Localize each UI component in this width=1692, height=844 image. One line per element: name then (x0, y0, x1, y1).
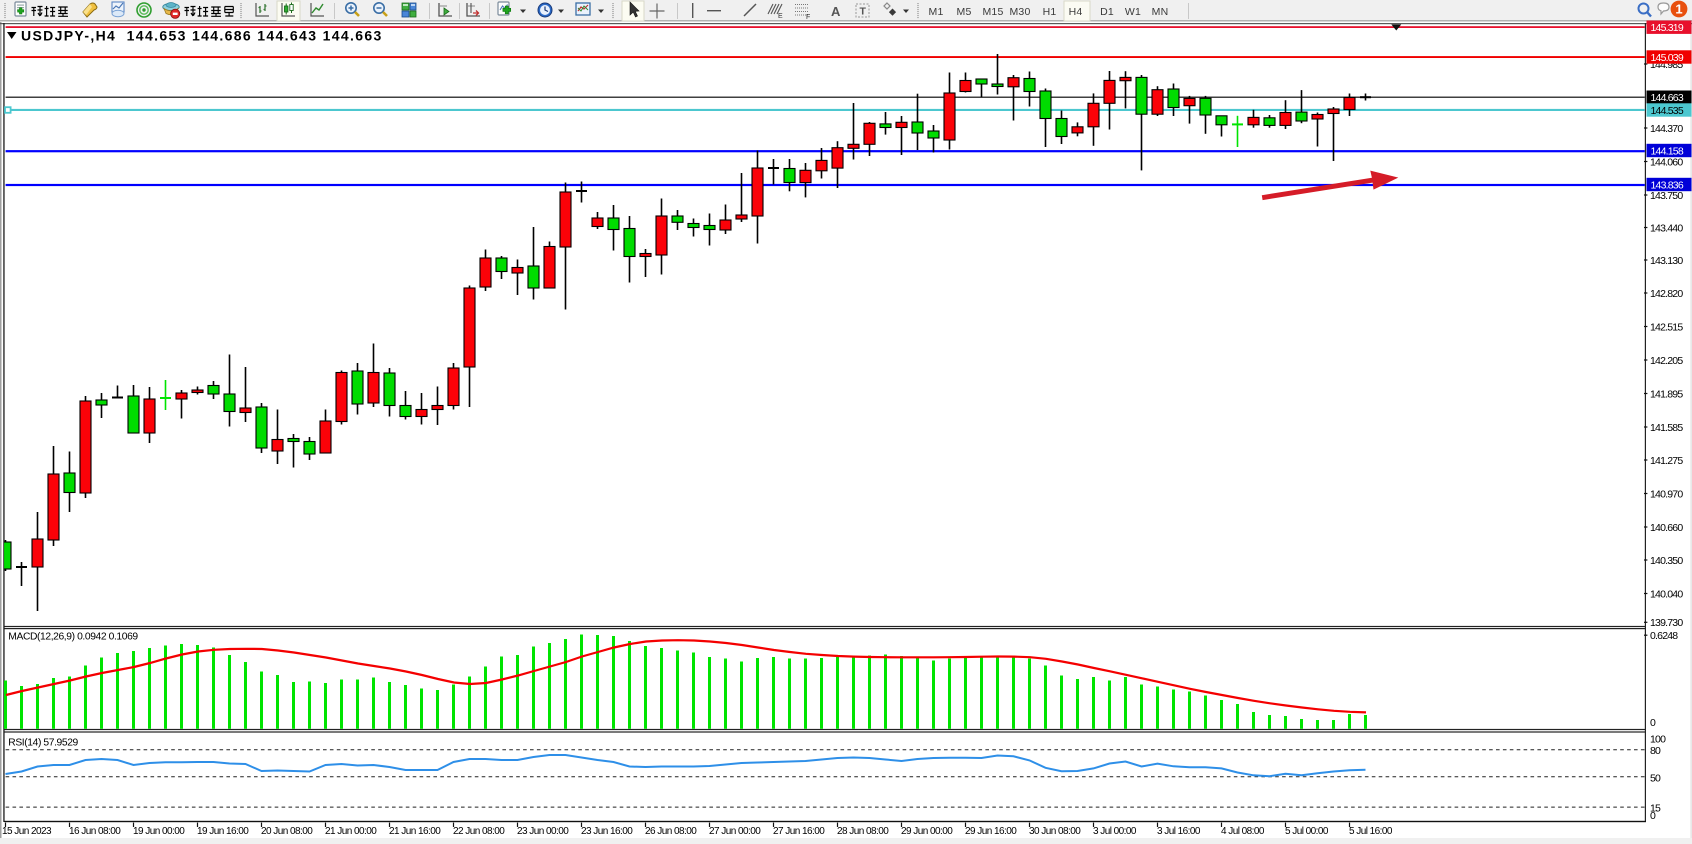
svg-text:100: 100 (1650, 734, 1666, 746)
svg-text:T: T (860, 6, 867, 18)
svg-text:144.663: 144.663 (1651, 92, 1684, 104)
svg-text:M30: M30 (1009, 6, 1030, 18)
svg-text:28 Jun 08:00: 28 Jun 08:00 (837, 826, 889, 837)
svg-text:19 Jun 16:00: 19 Jun 16:00 (197, 826, 249, 837)
svg-text:20 Jun 08:00: 20 Jun 08:00 (261, 826, 313, 837)
svg-text:1: 1 (1675, 2, 1682, 17)
svg-text:145.039: 145.039 (1651, 52, 1684, 64)
svg-text:4 Jul 08:00: 4 Jul 08:00 (1221, 826, 1265, 837)
svg-text:143.440: 143.440 (1650, 222, 1683, 234)
svg-text:27 Jun 16:00: 27 Jun 16:00 (773, 826, 825, 837)
svg-text:22 Jun 08:00: 22 Jun 08:00 (453, 826, 505, 837)
svg-text:E: E (778, 13, 783, 20)
svg-text:5 Jul 00:00: 5 Jul 00:00 (1285, 826, 1329, 837)
svg-text:29 Jun 00:00: 29 Jun 00:00 (901, 826, 953, 837)
svg-text:0: 0 (1650, 810, 1656, 822)
svg-text:141.585: 141.585 (1650, 422, 1683, 434)
svg-text:MACD(12,26,9) 0.0942 0.1069: MACD(12,26,9) 0.0942 0.1069 (8, 632, 138, 643)
svg-text:M1: M1 (929, 6, 944, 18)
svg-text:M5: M5 (957, 6, 972, 18)
svg-text:142.205: 142.205 (1650, 355, 1683, 367)
svg-text:23 Jun 00:00: 23 Jun 00:00 (517, 826, 569, 837)
svg-text:19 Jun 00:00: 19 Jun 00:00 (133, 826, 185, 837)
svg-text:141.895: 141.895 (1650, 388, 1683, 400)
svg-text:21 Jun 00:00: 21 Jun 00:00 (325, 826, 377, 837)
svg-text:139.730: 139.730 (1650, 617, 1683, 629)
svg-text:0.6248: 0.6248 (1650, 630, 1678, 642)
svg-text:15: 15 (1650, 802, 1661, 814)
svg-text:144.158: 144.158 (1651, 145, 1684, 157)
svg-text:M15: M15 (982, 6, 1003, 18)
svg-text:30 Jun 08:00: 30 Jun 08:00 (1029, 826, 1081, 837)
svg-text:140.660: 140.660 (1650, 522, 1683, 534)
svg-text:142.820: 142.820 (1650, 288, 1683, 300)
svg-text:RSI(14) 57.9529: RSI(14) 57.9529 (8, 738, 78, 749)
svg-text:H1: H1 (1043, 6, 1057, 18)
svg-text:143.836: 143.836 (1651, 179, 1684, 191)
svg-text:3 Jul 16:00: 3 Jul 16:00 (1157, 826, 1201, 837)
svg-text:H4: H4 (1069, 6, 1083, 18)
svg-text:W1: W1 (1125, 6, 1141, 18)
svg-text:29 Jun 16:00: 29 Jun 16:00 (965, 826, 1017, 837)
svg-text:USDJPY-,H4 144.653 144.686 14: USDJPY-,H4 144.653 144.686 144.643 144.6… (21, 28, 383, 44)
svg-text:143.750: 143.750 (1650, 190, 1683, 202)
svg-text:0: 0 (1650, 717, 1656, 729)
svg-text:3 Jul 00:00: 3 Jul 00:00 (1093, 826, 1137, 837)
svg-text:5 Jul 16:00: 5 Jul 16:00 (1349, 826, 1393, 837)
svg-text:16 Jun 08:00: 16 Jun 08:00 (69, 826, 121, 837)
svg-text:15 Jun 2023: 15 Jun 2023 (2, 826, 52, 837)
svg-text:F: F (806, 14, 810, 21)
svg-text:142.515: 142.515 (1650, 321, 1683, 333)
svg-text:26 Jun 08:00: 26 Jun 08:00 (645, 826, 697, 837)
svg-text:50: 50 (1650, 772, 1661, 784)
svg-text:D1: D1 (1100, 6, 1114, 18)
svg-text:144.060: 144.060 (1650, 156, 1683, 168)
svg-text:21 Jun 16:00: 21 Jun 16:00 (389, 826, 441, 837)
svg-text:141.275: 141.275 (1650, 455, 1683, 467)
svg-text:143.130: 143.130 (1650, 255, 1683, 267)
svg-text:140.040: 140.040 (1650, 588, 1683, 600)
svg-text:A: A (831, 4, 841, 19)
svg-text:23 Jun 16:00: 23 Jun 16:00 (581, 826, 633, 837)
svg-text:144.370: 144.370 (1650, 123, 1683, 135)
svg-text:MN: MN (1152, 6, 1169, 18)
svg-text:140.350: 140.350 (1650, 555, 1683, 567)
svg-text:140.970: 140.970 (1650, 488, 1683, 500)
svg-text:27 Jun 00:00: 27 Jun 00:00 (709, 826, 761, 837)
svg-text:144.535: 144.535 (1651, 105, 1684, 117)
svg-text:145.319: 145.319 (1651, 22, 1684, 34)
svg-text:80: 80 (1650, 745, 1661, 757)
